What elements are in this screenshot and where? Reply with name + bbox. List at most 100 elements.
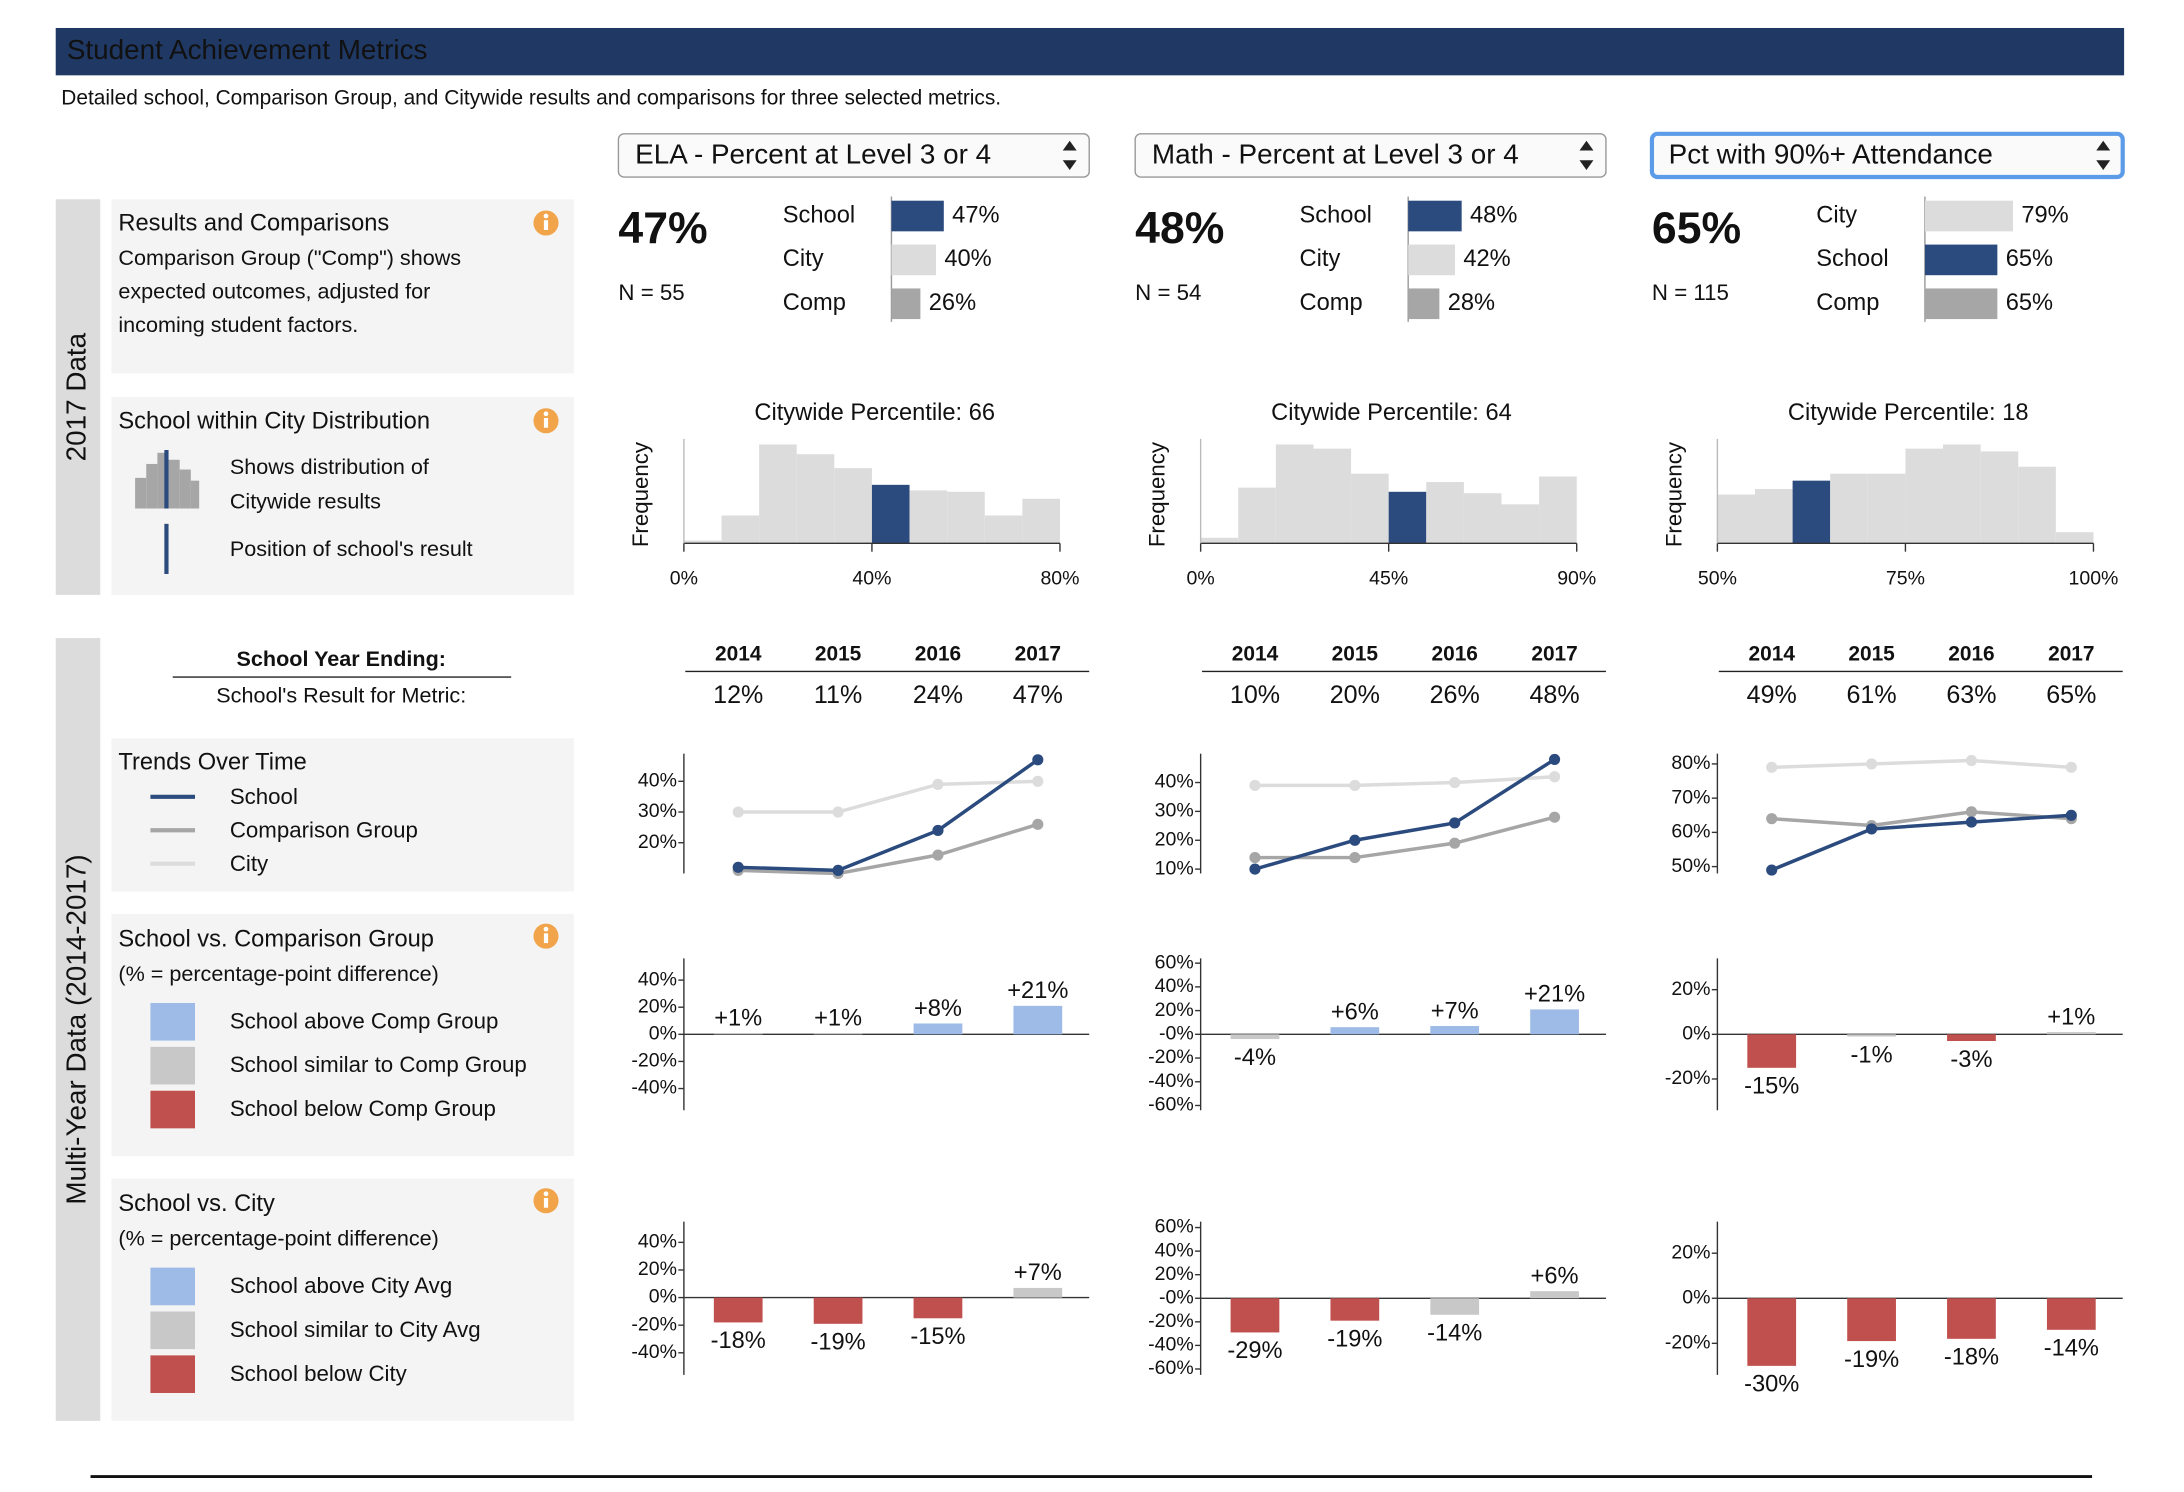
difference-label: -19% [1844,1347,1899,1373]
year-value: 10% [1230,681,1280,709]
mini-histogram-bar [190,480,200,509]
histogram-bar [2055,532,2094,544]
y-tick-label: -40% [1148,1070,1194,1092]
y-tick-label: 30% [1155,800,1194,822]
info-icon-dot [543,411,549,417]
difference-bar [1747,1034,1797,1068]
header-bar [55,27,2125,76]
difference-bar [2046,1032,2096,1035]
year-label: 2015 [1848,642,1895,665]
y-tick-label: -20% [1148,1046,1194,1068]
histogram-bar [1905,448,1944,544]
difference-bar [913,1023,963,1035]
y-tick-label: 80% [1671,752,1710,774]
summary-value-label: 40% [944,246,991,272]
y-tick-label: 50% [1671,855,1710,877]
year-value: 61% [1846,681,1896,709]
difference-label: +21% [1007,978,1068,1004]
difference-label: -30% [1744,1372,1799,1398]
panel-text: Comparison Group ("Comp") shows [118,245,461,270]
info-icon-dot [543,926,549,932]
y-tick-label: 60% [1155,1216,1194,1238]
difference-label: +7% [1431,998,1479,1024]
summary-label: City [1816,202,1857,228]
year-label: 2016 [1431,642,1477,665]
y-tick-label: 40% [1155,771,1194,793]
section-label: Multi-Year Data (2014-2017) [60,854,91,1204]
legend-label: School below City [230,1361,408,1386]
summary-label: City [1300,246,1341,272]
trend-point [1249,779,1261,791]
trend-point [732,861,744,873]
summary-label: School [1300,202,1372,228]
year-label: 2017 [2048,642,2094,665]
legend-label: School similar to City Avg [230,1317,481,1342]
histogram-bar [1980,451,2019,544]
histogram-bar [1426,482,1464,544]
histogram-bar [1313,448,1352,544]
metric-select-label: Pct with 90%+ Attendance [1669,138,1993,169]
difference-bar [1330,1027,1380,1035]
summary-bar [1408,244,1455,276]
trend-point [832,864,844,876]
year-value: 47% [1013,681,1063,709]
y-tick-label: 40% [638,968,677,990]
difference-bar [1230,1298,1280,1333]
y-tick-label: -40% [1148,1334,1194,1356]
histogram-bar [1539,476,1577,544]
difference-label: -3% [1950,1047,1992,1073]
trend-point [2065,761,2077,773]
year-value: 65% [2046,681,2096,709]
difference-bar [913,1297,963,1319]
difference-bar [1947,1034,1996,1042]
metric-select[interactable] [1649,131,2125,180]
y-tick-label: 60% [1671,821,1710,843]
years-subtitle: School's Result for Metric: [216,682,466,707]
trend-point [932,778,944,790]
summary-value-label: 65% [2006,246,2053,272]
panel-text: Citywide results [230,489,381,514]
y-tick-label: -20% [1665,1331,1711,1353]
y-tick-label: -0% [1159,1286,1194,1308]
year-value: 26% [1430,681,1480,709]
trend-point [1249,851,1261,864]
trend-point [1766,813,1778,825]
histogram-bar [1830,473,1868,544]
years-title: School Year Ending: [237,646,446,671]
difference-bar [1230,1034,1280,1040]
y-tick-label: 0% [1682,1022,1710,1044]
panel-subtitle: (% = percentage-point difference) [118,1225,438,1250]
summary-label: School [1816,246,1888,272]
y-tick-label: 20% [1155,999,1194,1021]
x-tick-label: 0% [1187,568,1215,590]
y-tick-label: -20% [1148,1310,1194,1332]
mini-histogram-bar [157,452,169,509]
difference-bar [713,1297,763,1323]
trend-point [1548,753,1561,766]
headline-value: 48% [1135,204,1224,253]
mini-school-line [164,450,169,509]
info-icon-stem [543,220,549,230]
difference-label: +6% [1531,1264,1579,1290]
metric-select[interactable] [1134,133,1607,178]
x-tick-label: 90% [1557,568,1596,590]
trend-point [1449,837,1461,849]
summary-label: Comp [1816,290,1879,316]
mini-histogram-bar [168,459,180,509]
trend-point [1032,775,1044,787]
histogram-bar [1463,493,1502,544]
histogram-ylabel: Frequency [1661,441,1686,547]
trend-line [1771,813,2072,872]
summary-bar [1408,288,1440,320]
summary-label: City [783,246,824,272]
metric-select-label: ELA - Percent at Level 3 or 4 [635,138,991,169]
summary-value-label: 47% [952,202,999,228]
difference-bar [1330,1298,1380,1321]
difference-label: -15% [1744,1074,1799,1100]
difference-label: +1% [714,1005,762,1031]
metric-select-label: Math - Percent at Level 3 or 4 [1152,138,1519,169]
difference-label: -18% [711,1328,766,1354]
info-icon-stem [543,933,549,944]
metric-select[interactable] [617,133,1090,178]
panel-title: School within City Distribution [118,408,430,434]
